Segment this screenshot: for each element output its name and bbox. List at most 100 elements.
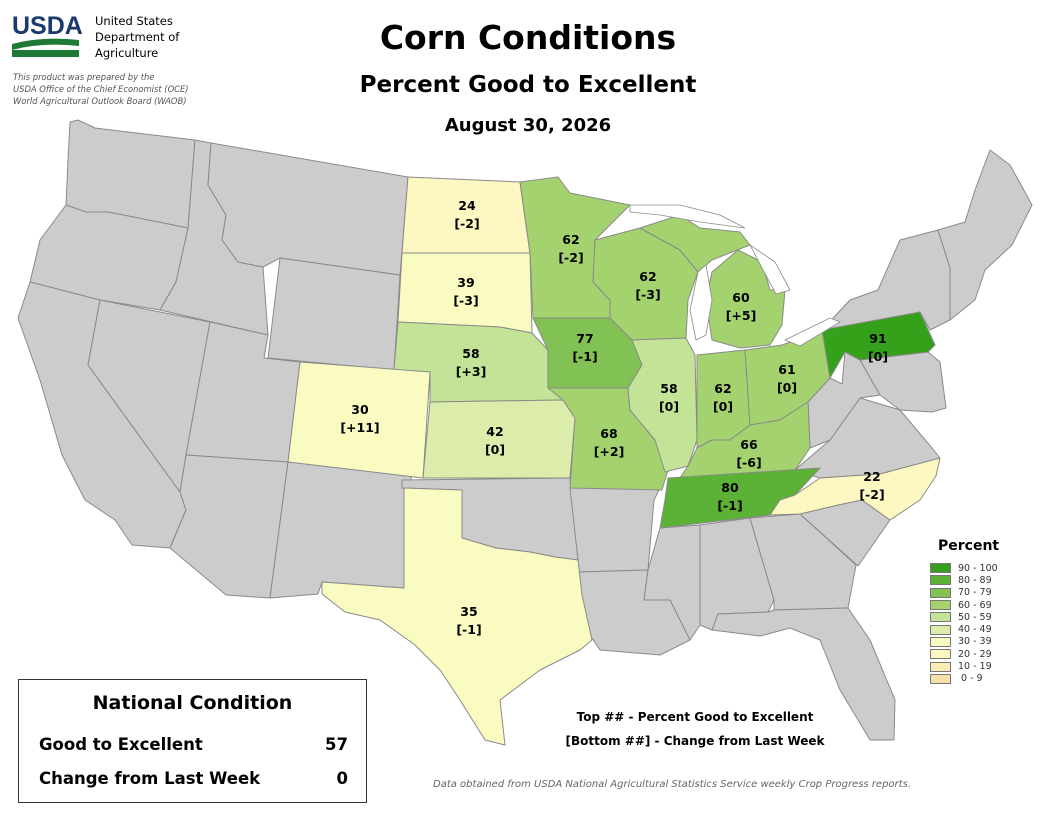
- lake-erie: [784, 317, 841, 347]
- state-change-ks: [0]: [485, 442, 505, 457]
- state-change-ky: [-6]: [736, 455, 761, 470]
- state-new-england: [937, 149, 1033, 321]
- state-value-nd: 24: [458, 198, 476, 213]
- state-change-mo: [+2]: [594, 444, 625, 459]
- national-condition-title: National Condition: [92, 692, 293, 714]
- legend-item: 90 - 100: [930, 562, 999, 574]
- legend-label: 10 - 19: [958, 661, 992, 673]
- national-row-label: Change from Last Week: [39, 769, 261, 788]
- legend-swatch: [930, 673, 951, 684]
- state-change-nc: [-2]: [859, 487, 884, 502]
- prepared-line: World Agricultural Outlook Board (WAOB): [13, 96, 187, 106]
- state-change-in: [0]: [713, 399, 733, 414]
- state-change-il: [0]: [659, 399, 679, 414]
- state-mt: [207, 142, 409, 276]
- state-value-ks: 42: [486, 424, 503, 439]
- national-condition-box: National Condition Good to Excellent 57 …: [18, 679, 367, 803]
- state-ny: [821, 229, 951, 334]
- legend-swatch: [930, 563, 951, 574]
- legend-label: 90 - 100: [958, 562, 998, 574]
- state-value-oh: 61: [778, 362, 795, 377]
- state-nm: [269, 461, 413, 599]
- prepared-line: This product was prepared by the: [13, 72, 155, 82]
- footnote: Data obtained from USDA National Agricul…: [433, 779, 911, 790]
- state-wy: [267, 257, 401, 371]
- state-change-ne: [+3]: [456, 364, 487, 379]
- state-value-co: 30: [351, 402, 369, 417]
- usda-logo-ground-icon: [12, 50, 79, 57]
- lake-michigan: [689, 264, 713, 341]
- state-change-tn: [-1]: [717, 498, 742, 513]
- legend-label: 0 - 9: [958, 673, 983, 685]
- legend-label: 20 - 29: [958, 648, 992, 660]
- legend-item: 60 - 69: [930, 599, 999, 611]
- prepared-line: USDA Office of the Chief Economist (OCE): [13, 84, 189, 94]
- state-fl: [711, 607, 896, 741]
- legend-swatch: [930, 636, 951, 647]
- legend: Percent 90 - 100 80 - 89 70 - 79 60 - 69 50 …: [930, 538, 999, 685]
- state-value-sd: 39: [457, 275, 474, 290]
- state-value-pa: 91: [869, 331, 886, 346]
- state-change-pa: [0]: [868, 349, 888, 364]
- national-row-change: Change from Last Week 0: [39, 769, 348, 788]
- state-value-in: 62: [714, 381, 731, 396]
- usda-logo: USDA: [12, 12, 82, 57]
- state-change-oh: [0]: [777, 380, 797, 395]
- state-il: [627, 337, 698, 473]
- legend-item: 0 - 9: [930, 673, 999, 685]
- key-top: Top ## - Percent Good to Excellent: [576, 710, 814, 724]
- map-date: August 30, 2026: [444, 115, 612, 136]
- agency-line: United States: [95, 14, 173, 28]
- legend-label: 50 - 59: [958, 611, 992, 623]
- map-title: Corn Conditions: [379, 18, 677, 57]
- state-nd: [401, 176, 531, 254]
- state-change-nd: [-2]: [454, 216, 479, 231]
- state-ar: [569, 487, 661, 573]
- legend-swatch: [930, 600, 951, 611]
- state-value-mo: 68: [600, 426, 617, 441]
- state-value-mi: 60: [732, 290, 750, 305]
- lake-superior: [629, 204, 746, 229]
- state-value-tx: 35: [460, 604, 477, 619]
- legend-swatch: [930, 612, 951, 623]
- state-value-mn: 62: [562, 232, 579, 247]
- legend-item: 30 - 39: [930, 636, 999, 648]
- national-row-label: Good to Excellent: [39, 735, 203, 754]
- state-az: [169, 454, 289, 599]
- reporting-states: [287, 176, 941, 746]
- lake-huron: [749, 244, 791, 295]
- state-ky: [679, 401, 811, 479]
- state-value-wi: 62: [639, 269, 656, 284]
- legend-swatch: [930, 661, 951, 672]
- legend-rows: 90 - 100 80 - 89 70 - 79 60 - 69 50 - 59 40 -…: [930, 562, 999, 685]
- legend-swatch: [930, 575, 951, 586]
- agency-line: Agriculture: [95, 46, 159, 60]
- state-change-mi: [+5]: [726, 308, 757, 323]
- legend-label: 70 - 79: [958, 587, 992, 599]
- state-change-co: [+11]: [340, 420, 379, 435]
- great-lakes: [629, 204, 841, 347]
- state-ks: [422, 399, 576, 479]
- state-change-mn: [-2]: [558, 250, 583, 265]
- state-change-sd: [-3]: [453, 293, 478, 308]
- state-value-tn: 80: [721, 480, 739, 495]
- non-reporting-states: [17, 119, 1033, 741]
- legend-item: 20 - 29: [930, 648, 999, 660]
- usda-logo-text: USDA: [12, 12, 82, 40]
- agency-name: United States Department of Agriculture: [95, 13, 179, 61]
- legend-item: 50 - 59: [930, 611, 999, 623]
- state-change-ia: [-1]: [572, 349, 597, 364]
- state-md-de-nj: [859, 351, 947, 413]
- key-bottom: [Bottom ##] - Change from Last Week: [565, 734, 825, 748]
- national-row-good-excellent: Good to Excellent 57: [39, 735, 348, 754]
- legend-label: 60 - 69: [958, 599, 992, 611]
- agency-line: Department of: [95, 30, 180, 44]
- legend-title: Percent: [938, 538, 1000, 554]
- legend-label: 40 - 49: [958, 624, 992, 636]
- state-value-il: 58: [660, 381, 677, 396]
- legend-swatch: [930, 587, 951, 598]
- state-value-ne: 58: [462, 346, 479, 361]
- national-row-value: 0: [336, 769, 348, 788]
- state-change-wi: [-3]: [635, 287, 660, 302]
